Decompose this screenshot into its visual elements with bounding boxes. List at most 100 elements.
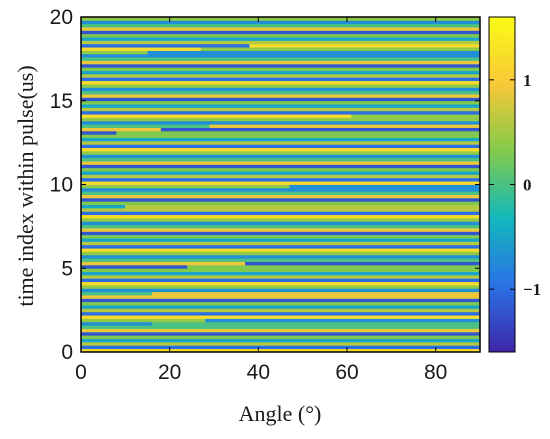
- heatmap-row: [81, 161, 480, 165]
- heatmap-row: [81, 281, 480, 286]
- heatmap-row-segment: [81, 114, 352, 118]
- heatmap-row: [81, 258, 480, 262]
- heatmap-row-segment: [81, 264, 188, 269]
- heatmap-row: [81, 191, 480, 195]
- heatmap-row: [81, 211, 480, 216]
- heatmap-row: [81, 87, 480, 92]
- heatmap-row: [81, 187, 480, 192]
- heatmap-row: [81, 177, 480, 182]
- heatmap-row: [81, 137, 480, 142]
- heatmap-row: [81, 167, 480, 172]
- heatmap-row: [81, 308, 480, 313]
- x-tick-label: 20: [158, 361, 181, 384]
- heatmap-row-segment: [187, 264, 480, 269]
- heatmap-row-segment: [81, 127, 161, 132]
- heatmap-row: [81, 238, 480, 242]
- heatmap-row: [81, 325, 480, 329]
- x-axis-label: Angle (°): [239, 401, 322, 426]
- heatmap-row: [81, 73, 480, 78]
- heatmap-row: [81, 53, 480, 58]
- heatmap-row-segment: [81, 184, 290, 189]
- x-axis-ticks: 0 20 40 60 80: [75, 17, 447, 384]
- heatmap-row-segment: [249, 43, 480, 48]
- heatmap-row: [81, 17, 480, 21]
- heatmap-row: [81, 97, 480, 102]
- heatmap-row: [81, 23, 480, 28]
- heatmap-row: [81, 244, 480, 249]
- y-tick-label: 5: [61, 257, 73, 280]
- heatmap-row: [81, 37, 480, 41]
- heatmap-row-segment: [209, 124, 480, 128]
- y-tick-label: 0: [61, 341, 73, 364]
- y-tick-label: 10: [50, 174, 73, 197]
- heatmap-row: [81, 110, 480, 115]
- y-axis-label: time index within pulse(us): [13, 65, 38, 306]
- heatmap-row: [81, 140, 480, 145]
- heatmap-row-segment: [245, 261, 480, 266]
- heatmap-row: [81, 151, 480, 155]
- heatmap-row: [81, 231, 480, 236]
- heatmap-row: [81, 197, 480, 202]
- heatmap-row: [81, 298, 480, 303]
- heatmap-row: [81, 90, 480, 95]
- heatmap-row-segment: [151, 291, 480, 296]
- heatmap-row: [81, 228, 480, 232]
- heatmap-row-segment: [289, 184, 480, 189]
- heatmap-row-segment: [81, 261, 246, 266]
- heatmap-row-segment: [160, 127, 480, 132]
- heatmap-row: [81, 295, 480, 299]
- heatmap-row-segment: [351, 114, 480, 118]
- heatmap-row: [81, 174, 480, 179]
- heatmap-row-segment: [205, 318, 480, 323]
- heatmap-row: [81, 107, 480, 112]
- heatmap-row-segment: [116, 130, 480, 135]
- heatmap-row-segment: [81, 318, 206, 323]
- heatmap-row-segment: [147, 50, 480, 55]
- heatmap-row: [81, 241, 480, 246]
- heatmap-row: [81, 120, 480, 125]
- heatmap-row: [81, 224, 480, 229]
- heatmap-row: [81, 328, 480, 333]
- heatmap-row: [81, 147, 480, 152]
- heatmap-row: [81, 181, 480, 185]
- heatmap-row: [81, 278, 480, 283]
- heatmap-row: [81, 27, 480, 31]
- heatmap-row: [81, 84, 480, 88]
- heatmap-row: [81, 315, 480, 319]
- heatmap-row: [81, 157, 480, 162]
- heatmap-row: [81, 248, 480, 252]
- colorbar-ticks: −1 0 1: [489, 71, 541, 299]
- heatmap-row: [81, 221, 480, 226]
- heatmap-row: [81, 60, 480, 65]
- heatmap-row: [81, 104, 480, 108]
- heatmap-row: [81, 335, 480, 339]
- heatmap-row: [81, 144, 480, 149]
- heatmap-row: [81, 207, 480, 212]
- heatmap-row: [81, 348, 480, 352]
- heatmap-row: [81, 201, 480, 205]
- heatmap-row: [81, 94, 480, 98]
- heatmap-row-segment: [81, 130, 117, 135]
- heatmap-row-segment: [200, 47, 480, 51]
- heatmap-row: [81, 234, 480, 239]
- heatmap-row: [81, 305, 480, 309]
- heatmap-row-segment: [81, 124, 210, 128]
- y-tick-label: 20: [50, 6, 73, 29]
- heatmap-row: [81, 345, 480, 350]
- heatmap-row: [81, 301, 480, 306]
- heatmap-row-segment: [81, 321, 152, 326]
- colorbar-tick-label: −1: [523, 280, 541, 299]
- colorbar-tick-label: 0: [523, 176, 532, 195]
- heatmap-row: [81, 288, 480, 293]
- x-tick-label: 60: [335, 361, 358, 384]
- heatmap-row: [81, 80, 480, 85]
- heatmap-row: [81, 63, 480, 68]
- heatmap-row: [81, 341, 480, 346]
- heatmap-row: [81, 338, 480, 343]
- heatmap-row: [81, 33, 480, 38]
- heatmap-row-segment: [81, 43, 250, 48]
- heatmap-row: [81, 268, 480, 272]
- heatmap-row: [81, 285, 480, 289]
- heatmap-row: [81, 331, 480, 336]
